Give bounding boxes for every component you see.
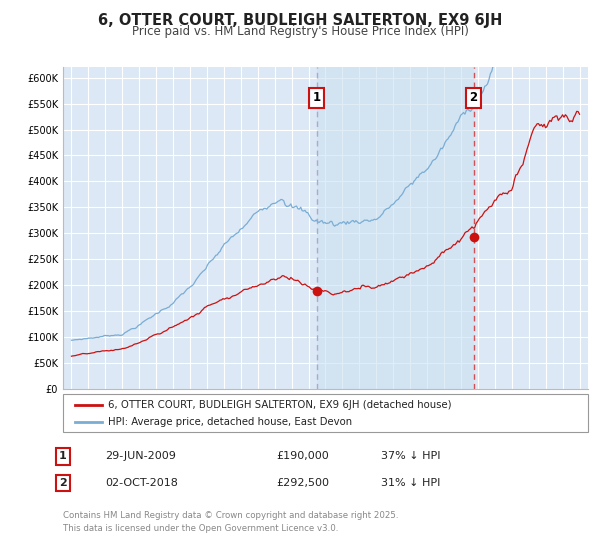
Text: 2: 2	[470, 91, 478, 104]
Text: 1: 1	[313, 91, 321, 104]
Text: Contains HM Land Registry data © Crown copyright and database right 2025.
This d: Contains HM Land Registry data © Crown c…	[63, 511, 398, 533]
Text: 6, OTTER COURT, BUDLEIGH SALTERTON, EX9 6JH: 6, OTTER COURT, BUDLEIGH SALTERTON, EX9 …	[98, 13, 502, 28]
Text: 29-JUN-2009: 29-JUN-2009	[105, 451, 176, 461]
Bar	[317, 67, 473, 389]
Text: 2: 2	[59, 478, 67, 488]
Text: HPI: Average price, detached house, East Devon: HPI: Average price, detached house, East…	[107, 417, 352, 427]
Text: 6, OTTER COURT, BUDLEIGH SALTERTON, EX9 6JH (detached house): 6, OTTER COURT, BUDLEIGH SALTERTON, EX9 …	[107, 399, 451, 409]
Text: 1: 1	[59, 451, 67, 461]
Text: 02-OCT-2018: 02-OCT-2018	[105, 478, 178, 488]
Text: £292,500: £292,500	[276, 478, 329, 488]
Text: 37% ↓ HPI: 37% ↓ HPI	[381, 451, 440, 461]
Text: £190,000: £190,000	[276, 451, 329, 461]
Text: Price paid vs. HM Land Registry's House Price Index (HPI): Price paid vs. HM Land Registry's House …	[131, 25, 469, 38]
FancyBboxPatch shape	[63, 394, 588, 432]
Text: 31% ↓ HPI: 31% ↓ HPI	[381, 478, 440, 488]
